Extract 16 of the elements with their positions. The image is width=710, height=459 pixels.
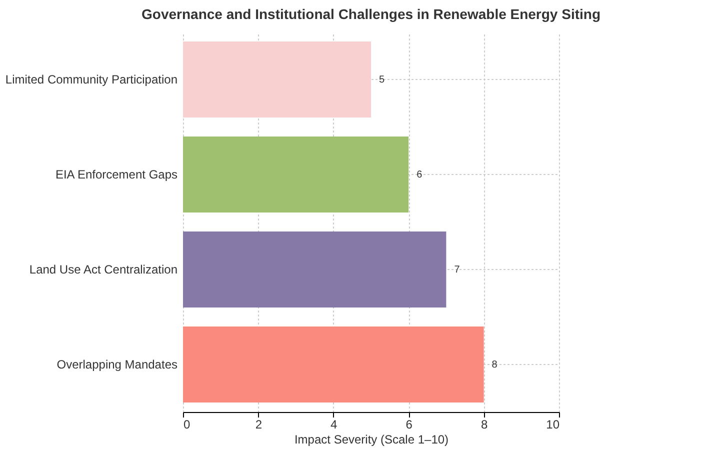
- data-label: 5: [379, 74, 385, 86]
- data-label: 8: [492, 360, 498, 370]
- data-label: 6: [416, 170, 423, 180]
- data-label: 7: [454, 264, 460, 276]
- y-tick-label: EIA Enforcement Gaps: [55, 168, 178, 182]
- x-tick-label: 0: [184, 418, 190, 432]
- x-tick-label: 2: [255, 418, 262, 432]
- chart-title: Governance and Institutional Challenges in Renewable Energy Siting: [142, 6, 600, 22]
- y-tick-label: Land Use Act Centralization: [29, 262, 178, 276]
- x-tick-label: 6: [406, 418, 413, 432]
- x-tick-label: 10: [546, 418, 560, 432]
- y-tick-label: Limited Community Participation: [5, 72, 178, 86]
- x-axis-title: Impact Severity (Scale 1–10): [294, 432, 449, 446]
- x-tick-label: 8: [480, 418, 488, 432]
- y-tick-label: Overlapping Mandates: [56, 358, 178, 372]
- x-tick-label: 4: [330, 418, 338, 432]
